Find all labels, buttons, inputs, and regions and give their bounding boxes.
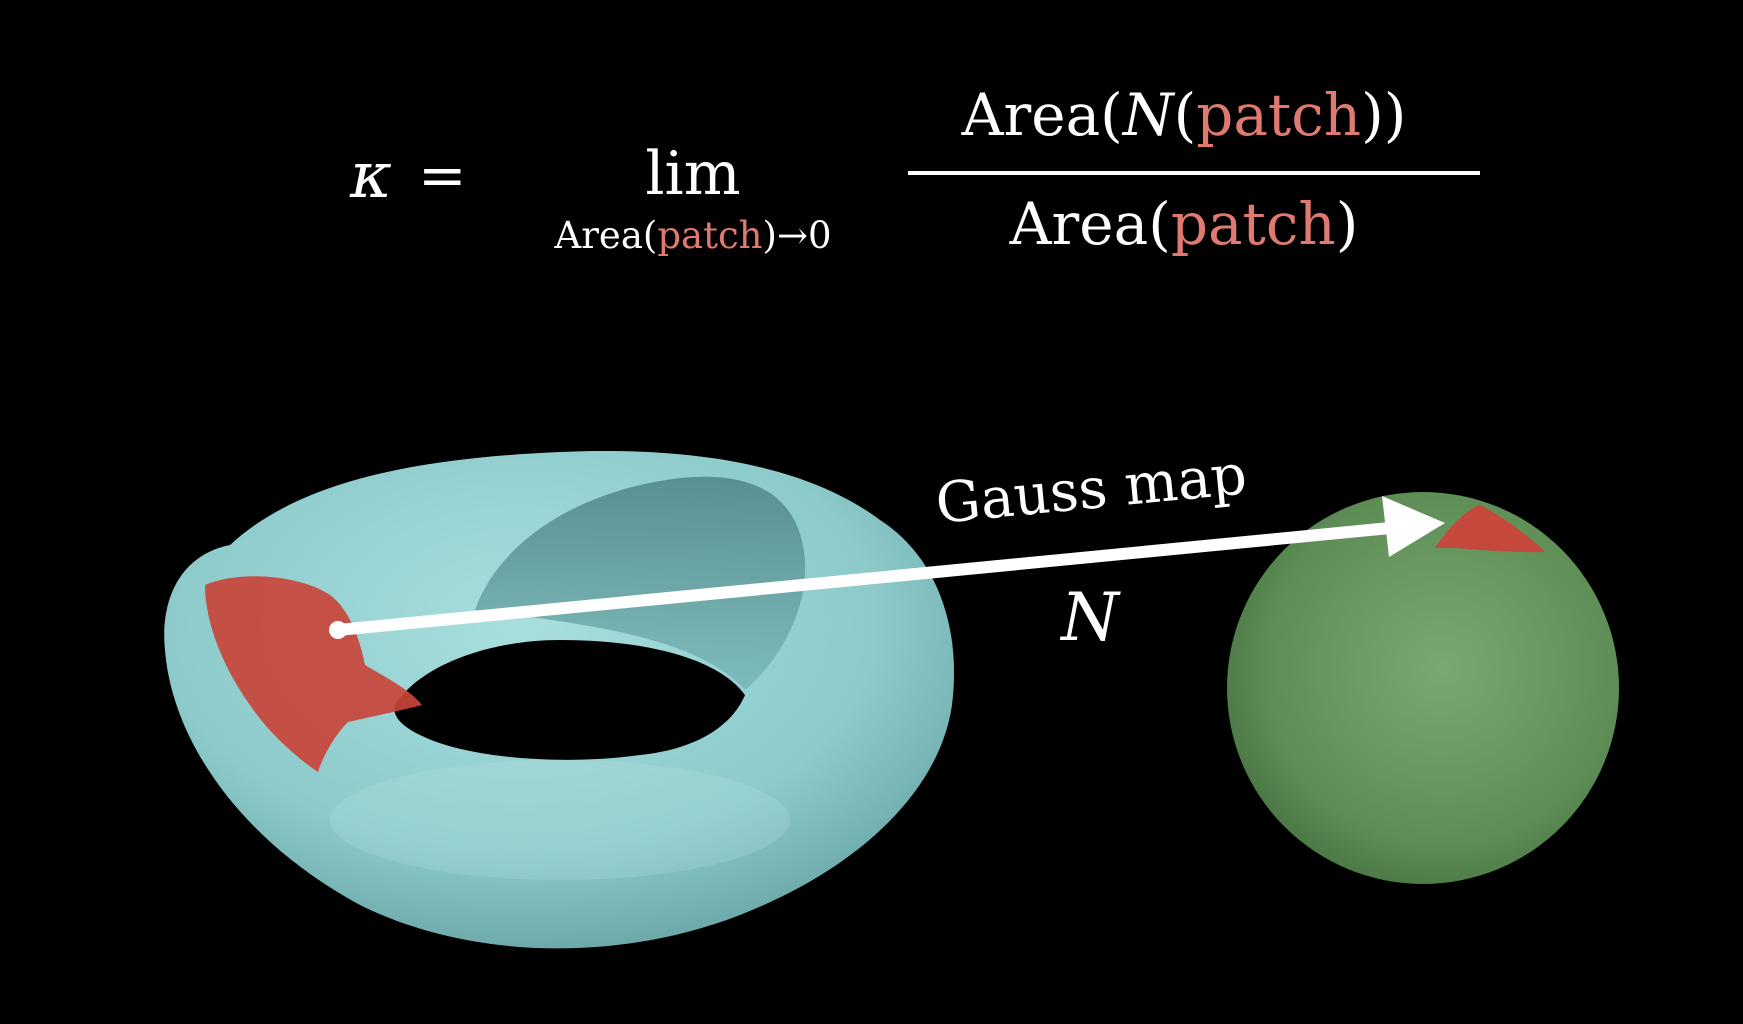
- fraction-bar: [908, 171, 1480, 175]
- limit-subscript: Area(patch)→0: [554, 214, 832, 257]
- kappa-symbol: κ: [349, 139, 392, 213]
- torus-hole: [394, 640, 745, 760]
- sphere-patch: [1435, 505, 1545, 553]
- map-symbol-N: N: [1059, 579, 1121, 656]
- gauss-map-arrow: [329, 496, 1445, 639]
- fraction-numerator: Area(N(patch)): [961, 81, 1407, 149]
- sphere-surface-shape: [1227, 492, 1619, 884]
- curvature-formula: κ = lim Area(patch)→0 Area(N(patch)) Are…: [349, 81, 1480, 258]
- torus-patch: [205, 576, 422, 772]
- limit-operator: lim: [645, 139, 740, 209]
- torus-surface-shape: [164, 450, 955, 949]
- fraction-denominator: Area(patch): [1009, 190, 1359, 258]
- gauss-map-label: Gauss map: [933, 442, 1250, 537]
- equals-sign: =: [418, 141, 467, 209]
